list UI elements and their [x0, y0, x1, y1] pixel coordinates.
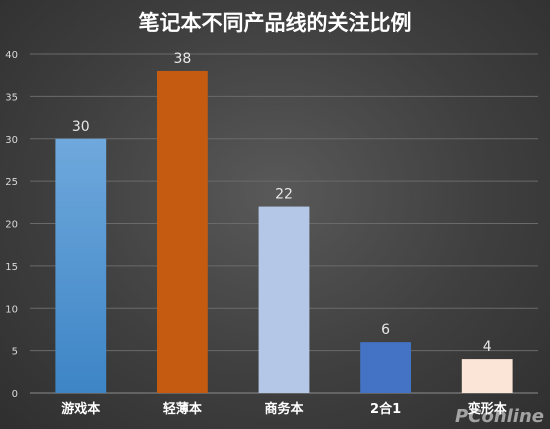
- y-tick-label: 20: [5, 220, 18, 231]
- category-label: 游戏本: [61, 401, 100, 417]
- y-tick-label: 40: [5, 50, 18, 61]
- y-tick-label: 5: [12, 347, 18, 358]
- category-label: 商务本: [264, 401, 303, 417]
- y-axis-ticks: 0 5 10 15 20 25 30 35 40: [5, 50, 18, 400]
- y-tick-label: 0: [12, 389, 18, 400]
- data-labels: 30 38 22 6 4: [72, 51, 492, 355]
- data-label: 22: [275, 187, 293, 203]
- category-label: 轻薄本: [163, 401, 202, 417]
- data-label: 4: [483, 339, 492, 355]
- chart-title: 笔记本不同产品线的关注比例: [139, 11, 412, 35]
- y-tick-label: 15: [5, 262, 18, 273]
- y-tick-label: 30: [5, 135, 18, 146]
- category-label: 2合1: [370, 401, 401, 417]
- watermark-logo: PConline: [455, 406, 544, 427]
- data-label: 6: [381, 322, 390, 338]
- y-tick-label: 25: [5, 177, 18, 188]
- bar: [55, 138, 107, 393]
- data-label: 30: [72, 119, 90, 135]
- bar: [461, 359, 513, 393]
- bar: [258, 206, 310, 393]
- y-tick-label: 35: [5, 92, 18, 103]
- bar: [360, 342, 411, 393]
- bar: [157, 70, 208, 393]
- x-axis-categories: 游戏本 轻薄本 商务本 2合1 变形本: [61, 401, 506, 417]
- bars: [55, 70, 513, 393]
- category-label: 变形本: [468, 401, 507, 417]
- y-tick-label: 10: [5, 304, 18, 315]
- data-label: 38: [173, 51, 191, 67]
